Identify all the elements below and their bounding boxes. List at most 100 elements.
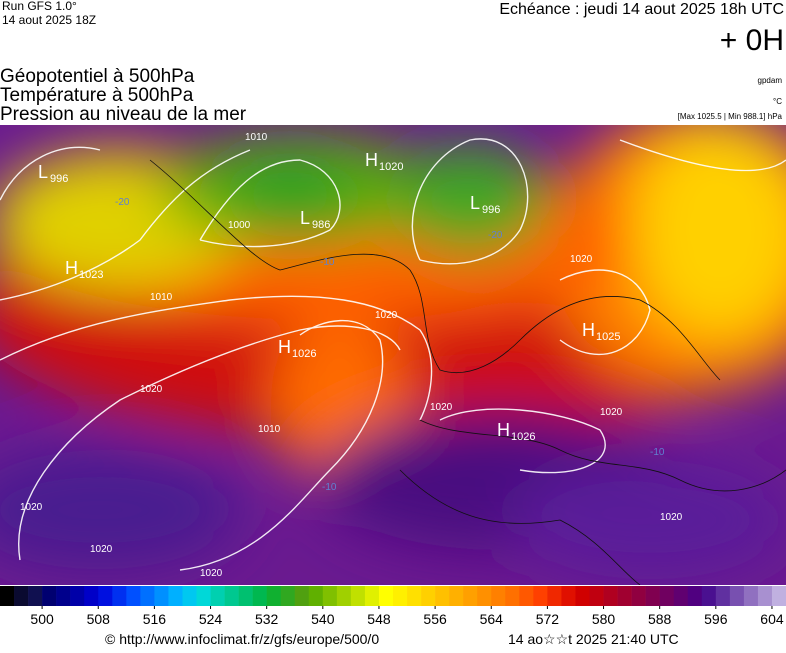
- colorbar-label: 580: [592, 611, 616, 627]
- colorbar-swatch: [407, 586, 422, 606]
- center-value: 986: [312, 219, 330, 231]
- colorbar-swatch: [645, 586, 660, 606]
- colorbar-swatch: [56, 586, 71, 606]
- isobar-label: 1020: [20, 502, 43, 513]
- colorbar-swatch: [98, 586, 113, 606]
- colorbar-label: 508: [87, 611, 111, 627]
- isobar-label: 1010: [258, 424, 281, 435]
- colorbar-swatch: [631, 586, 646, 606]
- colorbar-swatch: [673, 586, 689, 606]
- colorbar-swatch: [322, 586, 338, 606]
- colorbar-swatch: [533, 586, 548, 606]
- isobar-label: 1010: [245, 132, 268, 143]
- title: Température à 500hPa: [0, 85, 194, 106]
- colorbar-label: 524: [199, 611, 223, 627]
- colorbar-swatch: [280, 586, 296, 606]
- generated: 14 ao☆☆t 2025 21:40 UTC: [508, 631, 679, 647]
- colorbar-label: 604: [760, 611, 784, 627]
- coastlines: [149, 159, 786, 585]
- colorbar-swatch: [238, 586, 253, 606]
- isotherm-label: -10: [322, 482, 337, 493]
- center-kind: L: [300, 208, 310, 228]
- colorbar-swatch: [266, 586, 282, 606]
- isobar-label: 1010: [150, 292, 173, 303]
- colorbar-swatch: [589, 586, 604, 606]
- isobars: [0, 138, 786, 571]
- colorbar-label: 564: [480, 611, 504, 627]
- colorbar-label: 516: [143, 611, 167, 627]
- center-kind: H: [497, 420, 510, 440]
- colorbar-swatch: [561, 586, 576, 606]
- colorbar-swatch: [393, 586, 408, 606]
- center-value: 996: [482, 204, 500, 216]
- colorbar-swatch: [687, 586, 703, 606]
- colorbar-swatch: [308, 586, 324, 606]
- colorbar-swatch: [575, 586, 590, 606]
- colorbar-label: 588: [648, 611, 672, 627]
- isobar-label: 1000: [228, 220, 251, 231]
- colorbar-swatch: [182, 586, 197, 606]
- colorbar-swatch: [463, 586, 478, 606]
- isotherm-label: -20: [488, 230, 503, 241]
- colorbar-swatch: [252, 586, 267, 606]
- center-value: 1020: [379, 161, 403, 173]
- title: Pression au niveau de la mer: [0, 104, 247, 125]
- isobar-label: 1020: [375, 310, 398, 321]
- colorbar-swatch: [743, 586, 759, 606]
- colorbar-swatch: [70, 586, 85, 606]
- center-kind: H: [278, 337, 291, 357]
- colorbar-swatch: [84, 586, 99, 606]
- colorbar-swatch: [505, 586, 520, 606]
- echeance: Echéance : jeudi 14 aout 2025 18h UTC: [499, 1, 784, 18]
- center-kind: H: [582, 320, 595, 340]
- source: © http://www.infoclimat.fr/z/gfs/europe/…: [105, 631, 379, 647]
- center-kind: L: [470, 193, 480, 213]
- colorbar-swatch: [350, 586, 366, 606]
- unit: gpdam: [758, 76, 783, 85]
- center-value: 996: [50, 173, 68, 185]
- center-kind: H: [365, 150, 378, 170]
- colorbar-swatch: [336, 586, 352, 606]
- colorbar-label: 596: [704, 611, 728, 627]
- center-value: 1023: [79, 269, 103, 281]
- colorbar-swatch: [28, 586, 43, 606]
- colorbar-swatch: [210, 586, 225, 606]
- colorbar-swatch: [491, 586, 506, 606]
- colorbar-swatch: [603, 586, 618, 606]
- colorbar-swatch: [547, 586, 562, 606]
- isotherm-label: -10: [320, 257, 335, 268]
- colorbar-swatch: [294, 586, 310, 606]
- colorbar-label: 548: [367, 611, 391, 627]
- lead-time: + 0H: [720, 24, 784, 57]
- colorbar-swatch: [154, 586, 169, 606]
- colorbar-swatch: [771, 586, 786, 606]
- colorbar-swatch: [701, 586, 717, 606]
- colorbar-swatch: [168, 586, 183, 606]
- center-value: 1025: [596, 331, 620, 343]
- colorbar-swatch: [112, 586, 127, 606]
- colorbar-swatch: [42, 586, 57, 606]
- colorbar-swatch: [477, 586, 492, 606]
- isobar-label: 1020: [600, 407, 623, 418]
- colorbar-swatch: [14, 586, 29, 606]
- colorbar-swatch: [364, 586, 380, 606]
- colorbar-swatch: [659, 586, 675, 606]
- colorbar-swatch: [757, 586, 773, 606]
- colorbar-swatch: [421, 586, 436, 606]
- colorbar-swatch: [519, 586, 534, 606]
- center-value: 1026: [511, 431, 535, 443]
- center-value: 1026: [292, 348, 316, 360]
- unit: °C: [773, 97, 782, 106]
- isotherm-label: -20: [115, 197, 130, 208]
- run-date: 14 aout 2025 18Z: [2, 13, 96, 27]
- isobar-label: 1020: [430, 402, 453, 413]
- colorbar-swatch: [224, 586, 239, 606]
- colorbar-swatch: [196, 586, 211, 606]
- colorbar-swatch: [617, 586, 632, 606]
- colorbar-label: 500: [30, 611, 54, 627]
- colorbar-label: 532: [255, 611, 279, 627]
- colorbar-swatch: [378, 586, 394, 606]
- isobar-label: 1020: [90, 544, 113, 555]
- colorbar-swatch: [126, 586, 141, 606]
